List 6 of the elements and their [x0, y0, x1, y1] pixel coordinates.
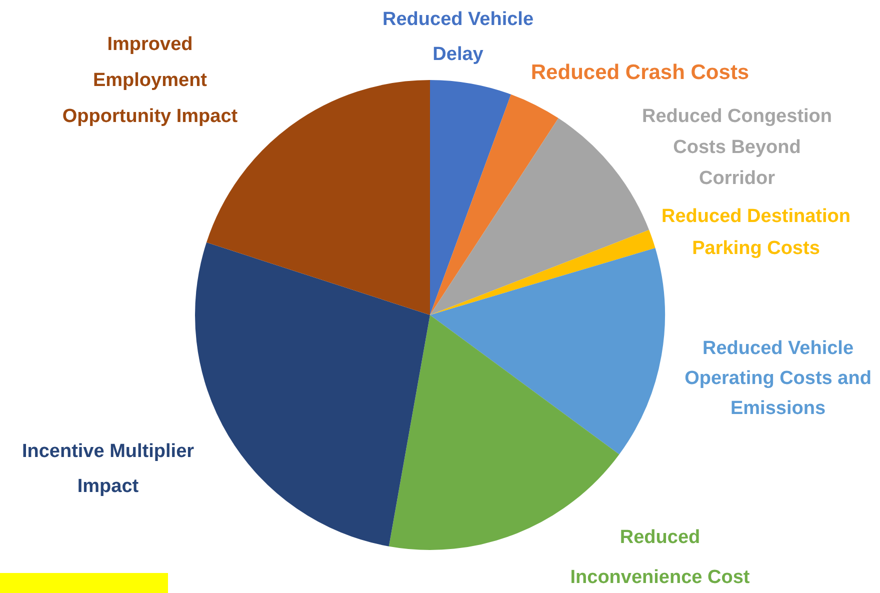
slice-label: Incentive Multiplier Impact	[22, 441, 195, 498]
slice-label: Reduced Vehicle Operating Costs and Emissions	[684, 338, 872, 420]
slice-label: Reduced Destination Parking Costs	[662, 206, 850, 260]
slice-label: Reduced Congestion Costs Beyond Corridor	[642, 106, 832, 190]
slice-label: Reduced Inconvenience Cost	[570, 527, 750, 588]
slice-label: Improved Employment Opportunity Impact	[62, 34, 238, 128]
